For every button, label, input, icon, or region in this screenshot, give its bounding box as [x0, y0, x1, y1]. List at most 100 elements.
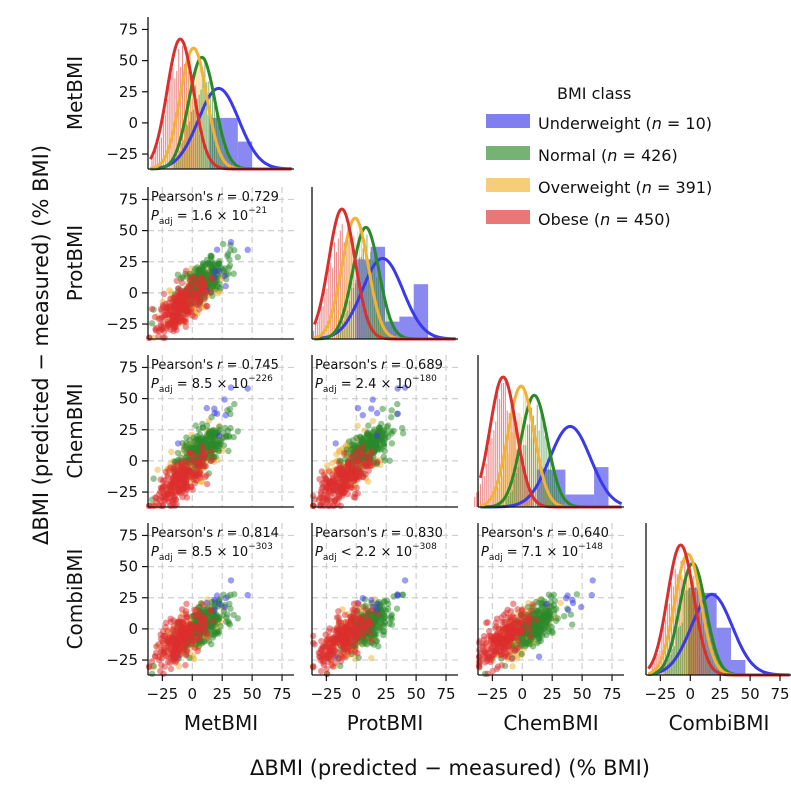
scatter-point-obese	[517, 628, 524, 636]
scatter-point-obese	[327, 491, 335, 498]
legend-swatch-obese	[486, 210, 530, 224]
hist-bar-normal	[341, 322, 343, 339]
scatter-point-obese	[340, 648, 347, 656]
hist-bar-obese	[655, 654, 657, 675]
scatter-point-normal	[231, 400, 238, 408]
scatter-point-obese	[171, 492, 179, 499]
scatter-point-obese	[515, 644, 522, 651]
scatter-point-normal	[217, 622, 224, 630]
scatter-point-obese	[177, 644, 184, 651]
hist-bar-obese	[518, 441, 520, 507]
scatter-point-obese	[481, 647, 488, 654]
scatter-point-obese	[183, 625, 191, 633]
scatter-point-underweight	[244, 246, 251, 253]
hist-bar-normal	[347, 310, 349, 339]
scatter-point-underweight	[368, 596, 375, 604]
scatter-point-obese	[332, 637, 339, 645]
hist-bar-obese	[160, 137, 162, 169]
scatter-point-underweight	[174, 440, 182, 447]
scatter-point-obese	[526, 627, 533, 634]
hist-bar-obese	[172, 67, 174, 169]
scatter-point-obese	[374, 610, 381, 618]
hist-bar-obese	[330, 262, 332, 339]
scatter-point-underweight	[227, 577, 235, 584]
scatter-point-obese	[368, 448, 375, 455]
x-tick-label: −25	[477, 685, 509, 703]
x-tick-label: 0	[352, 685, 362, 703]
hist-bar-normal	[345, 312, 347, 339]
y-tick-label: 50	[119, 222, 138, 240]
scatter-point-obese	[339, 654, 346, 661]
scatter-point-obese	[164, 303, 171, 311]
legend-label-normal: Normal (n = 426)	[538, 146, 678, 165]
hist-bar-obese	[332, 267, 334, 339]
scatter-point-obese	[352, 646, 359, 654]
scatter-point-overweight	[333, 451, 340, 458]
scatter-point-normal	[227, 605, 234, 612]
hist-bar-overweight	[201, 68, 203, 169]
hist-bar-normal	[225, 148, 227, 169]
scatter-point-underweight	[401, 577, 409, 584]
hist-bar-normal	[173, 160, 175, 169]
scatter-point-obese	[374, 458, 381, 465]
hist-bar-overweight	[674, 614, 676, 675]
hist-bar-normal	[379, 275, 381, 339]
hist-bar-normal	[691, 589, 693, 675]
legend-swatch-underweight	[486, 114, 530, 128]
scatter-point-underweight	[227, 384, 235, 391]
scatter-point-obese	[199, 443, 207, 450]
hist-bar-overweight	[210, 127, 212, 169]
scatter-point-obese	[195, 282, 203, 289]
scatter-point-obese	[488, 644, 496, 652]
scatter-point-obese	[476, 639, 483, 647]
scatter-point-normal	[379, 405, 386, 413]
hist-bar-overweight	[205, 107, 207, 169]
scatter-point-obese	[178, 313, 185, 321]
scatter-point-obese	[508, 655, 516, 663]
scatter-point-underweight	[203, 404, 210, 412]
axes-layer	[147, 17, 791, 676]
scatter-point-obese	[178, 473, 185, 480]
scatter-point-normal	[195, 426, 203, 433]
hist-bar-overweight	[334, 312, 336, 339]
p-adjusted-text: Padj = 8.5 × 10−303	[151, 542, 273, 563]
scatter-point-obese	[503, 609, 510, 617]
hist-bar-normal	[534, 424, 536, 507]
grid-layer	[148, 187, 624, 675]
scatter-point-normal	[381, 598, 388, 605]
hist-bar-normal	[221, 134, 223, 169]
scatter-point-normal	[393, 605, 401, 612]
scatter-point-obese	[196, 301, 203, 308]
hist-bar-normal	[362, 248, 364, 339]
hist-bar-normal	[531, 407, 533, 507]
scatter-point-normal	[573, 591, 581, 598]
legend-swatch-overweight	[486, 178, 530, 192]
scatter-point-normal	[534, 639, 541, 647]
scatter-point-normal	[230, 433, 237, 441]
hist-bar-normal	[697, 588, 699, 675]
hist-bar-normal	[506, 497, 508, 507]
scatter-point-obese	[179, 606, 186, 613]
scatter-point-underweight	[244, 385, 251, 392]
scatter-point-obese	[163, 487, 171, 494]
scatter-point-underweight	[213, 592, 221, 599]
scatter-point-obese	[189, 312, 196, 319]
hist-bar-obese	[322, 306, 324, 339]
hist-bar-overweight	[682, 574, 684, 675]
scatter-point-obese	[195, 306, 203, 313]
scatter-point-obese	[168, 312, 176, 319]
scatter-point-normal	[546, 608, 553, 615]
scatter-point-obese	[182, 323, 189, 330]
scatter-point-obese	[164, 322, 172, 329]
hist-bar-overweight	[498, 487, 500, 507]
scatter-point-obese	[190, 288, 197, 296]
hist-bar-normal	[204, 59, 206, 169]
hist-bar-obese	[328, 268, 330, 339]
scatter-point-obese	[316, 476, 323, 483]
hist-bar-obese	[501, 383, 503, 507]
scatter-point-obese	[162, 619, 170, 626]
hist-bar-overweight	[214, 139, 216, 169]
scatter-point-normal	[199, 420, 206, 428]
scatter-point-obese	[159, 334, 167, 341]
hist-bar-normal	[353, 288, 355, 339]
